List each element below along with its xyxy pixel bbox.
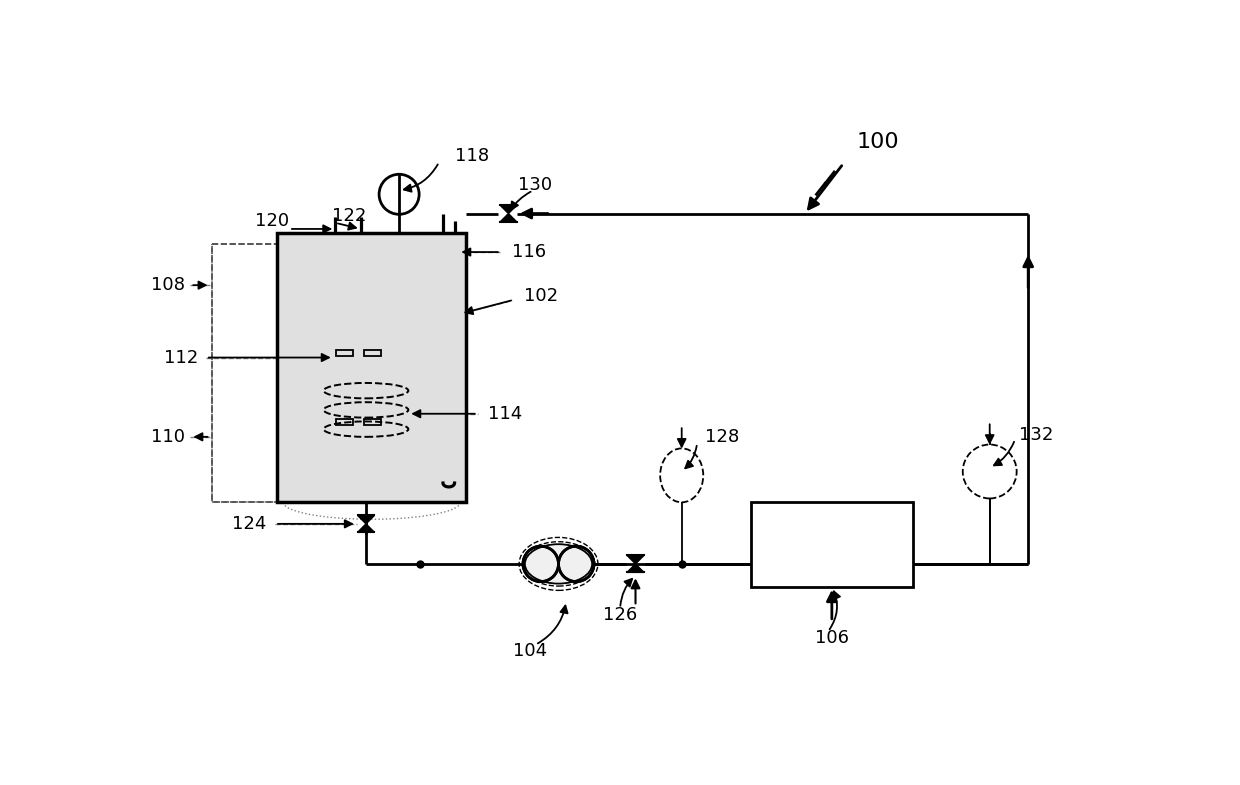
Text: 106: 106: [815, 629, 849, 647]
Text: 130: 130: [518, 176, 553, 194]
Text: 222: 222: [347, 215, 351, 217]
Text: 102: 102: [523, 287, 558, 305]
Polygon shape: [627, 564, 644, 572]
Text: 120: 120: [255, 212, 289, 230]
Text: 122: 122: [332, 207, 366, 225]
Text: 128: 128: [704, 428, 739, 446]
Ellipse shape: [525, 544, 593, 583]
Text: 112: 112: [164, 349, 198, 367]
Polygon shape: [627, 556, 644, 564]
Text: 126: 126: [603, 607, 637, 625]
Polygon shape: [278, 233, 466, 502]
Polygon shape: [357, 516, 374, 524]
Text: 124: 124: [232, 515, 265, 533]
Text: 100: 100: [857, 132, 899, 152]
Text: 108: 108: [151, 276, 185, 294]
Text: 114: 114: [487, 405, 522, 423]
Polygon shape: [500, 214, 517, 222]
Text: 104: 104: [513, 642, 547, 660]
Polygon shape: [500, 205, 517, 214]
Polygon shape: [357, 524, 374, 532]
Text: 110: 110: [151, 428, 185, 446]
Polygon shape: [751, 502, 913, 587]
Text: 132: 132: [1019, 425, 1053, 444]
Text: 118: 118: [455, 147, 489, 165]
Text: 116: 116: [512, 243, 547, 261]
